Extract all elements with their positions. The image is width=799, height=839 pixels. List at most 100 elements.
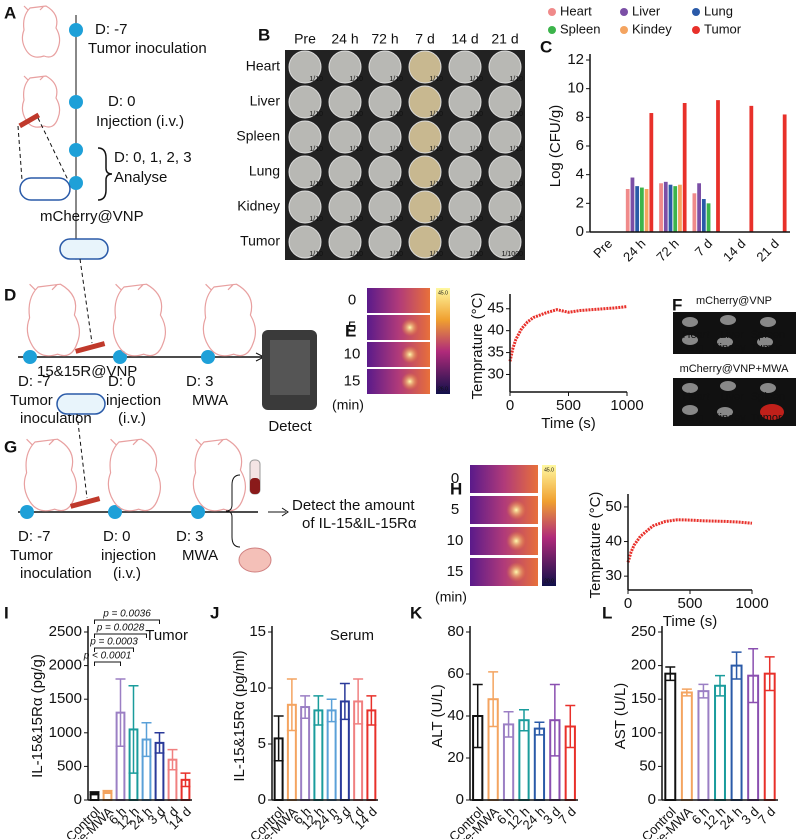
dilution-label: 1/10 [309,146,323,153]
y-tick-label: 150 [631,690,656,707]
organ-label: Spleen [751,329,785,341]
legend-swatch [620,8,628,16]
colorbar [436,288,450,394]
label: injection [101,547,156,564]
y-tick-label: 1000 [49,724,82,741]
organ-label: Kindey [712,342,746,354]
x-tick-label: 7 d [755,804,778,827]
column-header: 14 d [451,31,478,47]
thermal-image [470,465,538,493]
organ-label: Tumor [750,412,782,424]
image-title: mCherry@VNP [696,295,772,307]
y-tick-label: 30 [487,365,504,382]
plate [368,225,402,259]
plate [328,225,362,259]
mouse-icon [192,438,247,512]
y-tick-label: 0 [258,791,266,808]
row-label: Liver [250,93,281,109]
dilution-label: 1/10 [429,146,443,153]
significance-bracket [94,661,121,666]
y-tick-label: 1500 [49,690,82,707]
organ [760,317,776,327]
y-tick-label: 40 [447,707,464,724]
p-value: p = 0.0036 [102,609,151,620]
label: D: 3 [186,373,214,390]
device-door [270,340,310,395]
error-bar [102,789,113,795]
bar [644,189,649,232]
plate [488,85,522,119]
plate [448,225,482,259]
timeline-dot [201,350,215,364]
dilution-label: 1/10 [349,146,363,153]
x-tick-label: 7 d [692,236,715,259]
x-axis-label: Time (s) [541,415,595,432]
error-bar [89,791,100,796]
error-bar [353,678,364,725]
panel-label: L [602,603,612,622]
label: Detect [268,418,312,435]
y-axis-label: AST (U/L) [612,683,629,749]
dilution-label: 1/1000 [502,251,524,258]
organ [720,381,736,391]
thermal-image [367,315,430,340]
syringe [69,496,101,509]
plate [448,190,482,224]
y-axis-label: ALT (U/L) [429,684,446,748]
time-label: 5 [451,501,459,518]
organ-label: Liver [720,391,744,403]
error-bar [731,651,742,680]
legend-swatch [692,8,700,16]
dilution-label: 1/10 [509,76,523,83]
colorbar [542,465,556,586]
plate [368,155,402,189]
temperature-line [508,305,628,362]
dilution-label: 1/10 [429,111,443,118]
x-tick-label: 21 d [753,236,782,265]
syringe [74,341,106,354]
error-bar [115,678,126,747]
y-tick-label: 60 [447,665,464,682]
dilution-label: 1/10 [469,111,483,118]
error-bar [665,666,676,682]
bar [640,187,644,232]
row-label: Spleen [236,128,280,144]
bar [706,203,711,232]
plate [328,120,362,154]
bar [782,114,787,232]
bacterium [56,393,106,415]
chart-annotation: Serum [330,627,374,644]
organ [720,315,736,325]
brace [225,474,241,548]
plate [488,225,522,259]
column-header: 21 d [491,31,518,47]
x-tick-label: 1000 [735,595,768,612]
y-tick-label: 50 [605,498,622,515]
time-label: 10 [344,345,361,362]
organ-label: Kindey [712,412,746,424]
bar [326,709,337,802]
organ [757,337,773,347]
error-bar [167,748,178,771]
plate [288,120,322,154]
label: (i.v.) [118,410,146,427]
bar [664,672,677,801]
thermal-image [367,342,430,367]
plate [408,85,442,119]
significance-bracket [94,633,147,638]
panel-label: A [4,3,16,22]
x-tick-label: 7 d [555,804,578,827]
timeline-dot [69,95,83,109]
dilution-label: 1/10 [469,146,483,153]
label: D: 0 [108,373,136,390]
panel-label: E [345,321,356,340]
dash [76,413,88,499]
dilution-label: 1/10 [469,76,483,83]
y-tick-label: 45 [487,300,504,317]
plate [368,50,402,84]
dilution-label: 1/10 [389,76,403,83]
label: (i.v.) [113,565,141,582]
bar [673,186,678,232]
bar [668,184,673,232]
colorbar-label: 26.0 [438,386,448,392]
